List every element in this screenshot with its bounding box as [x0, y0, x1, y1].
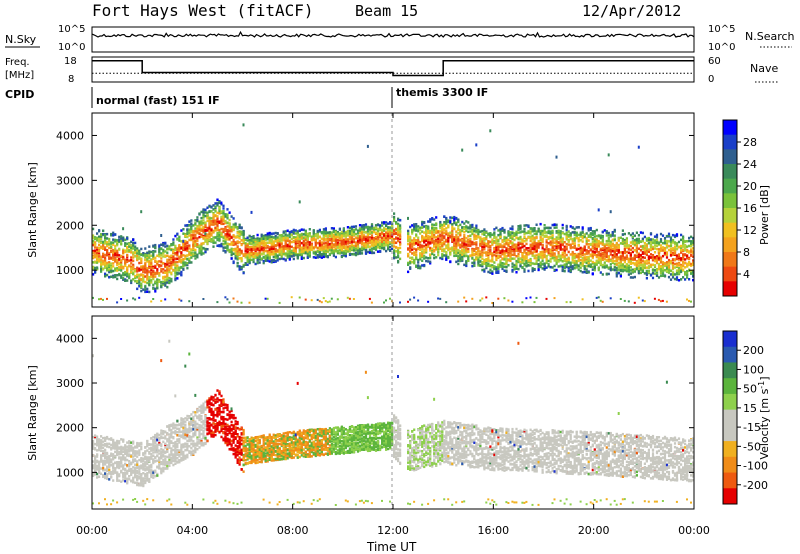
- y-tick-label: 2000: [56, 422, 84, 435]
- nave-tick-low: 0: [708, 74, 714, 85]
- velocity-y-axis-label: Slant Range [km]: [26, 365, 39, 461]
- x-tick-label: 16:00: [477, 524, 509, 537]
- velocity-y-ticks: 4000 3000 2000 1000: [56, 332, 694, 479]
- date-title: 12/Apr/2012: [582, 2, 681, 20]
- freq-trace: [92, 60, 694, 77]
- cpid-panel: CPID normal (fast) 151 IF themis 3300 IF: [5, 86, 488, 108]
- velocity-panel: 4000 3000 2000 1000 Slant Range [km]: [26, 315, 695, 510]
- y-tick-label: 4000: [56, 332, 84, 345]
- freq-tick-low: 8: [68, 74, 74, 85]
- cpid-mode-themis: themis 3300 IF: [396, 86, 488, 99]
- x-tick-label: 20:00: [578, 524, 610, 537]
- power-colorbar: 28 24 20 16 12 8 4 Power [dB]: [722, 119, 771, 297]
- nsearch-tick-high: 10^5: [708, 24, 735, 35]
- y-tick-label: 3000: [56, 377, 84, 390]
- colorbar-tick-label: 15: [743, 402, 757, 415]
- velocity-colorbar-title-end: ]: [758, 376, 771, 380]
- x-axis-label: Time UT: [366, 540, 417, 554]
- freq-unit: [MHz]: [5, 70, 34, 81]
- power-y-axis-label: Slant Range [km]: [26, 162, 39, 258]
- y-tick-label: 1000: [56, 466, 84, 479]
- power-colorbar-title: Power [dB]: [758, 185, 771, 245]
- colorbar-tick-label: 200: [743, 344, 764, 357]
- beam-title: Beam 15: [355, 2, 418, 20]
- freq-label: Freq.: [5, 57, 30, 68]
- colorbar-tick-label: 100: [743, 363, 764, 376]
- station-title: Fort Hays West (fitACF): [92, 1, 314, 20]
- x-axis-ticks: 00:00 04:00 08:00 12:00 16:00 20:00 00:00: [76, 113, 710, 537]
- y-tick-label: 2000: [56, 219, 84, 232]
- velocity-colorbar-title-main: Velocity [m s: [758, 388, 771, 459]
- nave-tick-high: 60: [708, 56, 721, 67]
- colorbar-tick-label: 8: [743, 246, 750, 259]
- colorbar-tick-label: -100: [743, 460, 768, 473]
- x-tick-label: 04:00: [176, 524, 208, 537]
- velocity-colorbar-title-sup: -1: [757, 381, 766, 389]
- power-scatter: [92, 123, 695, 304]
- nave-label: Nave: [750, 62, 778, 75]
- cpid-mode-normal: normal (fast) 151 IF: [96, 94, 220, 107]
- x-tick-label: 00:00: [678, 524, 710, 537]
- y-tick-label: 3000: [56, 174, 84, 187]
- colorbar-tick-label: -200: [743, 479, 768, 492]
- velocity-colorbar-title: Velocity [m s-1]: [757, 376, 771, 459]
- x-tick-label: 00:00: [76, 524, 108, 537]
- nsearch-tick-low: 10^0: [708, 42, 735, 53]
- freq-panel: Freq. [MHz] 18 8 60 0 Nave: [5, 56, 778, 85]
- velocity-scatter: [92, 339, 695, 506]
- y-tick-label: 1000: [56, 264, 84, 277]
- nsky-panel: N.Sky 10^5 10^0 10^5 10^0 N.Search: [5, 24, 795, 53]
- nsearch-label: N.Search: [745, 30, 795, 43]
- colorbar-tick-label: -50: [743, 440, 761, 453]
- cpid-label: CPID: [5, 88, 34, 101]
- colorbar-tick-label: -15: [743, 421, 761, 434]
- colorbar-tick-label: 28: [743, 136, 757, 149]
- colorbar-tick-label: 24: [743, 158, 757, 171]
- nsky-tick-high: 10^5: [58, 24, 85, 35]
- y-tick-label: 4000: [56, 129, 84, 142]
- colorbar-tick-label: 50: [743, 383, 757, 396]
- nsky-label: N.Sky: [5, 33, 37, 46]
- colorbar-tick-label: 4: [743, 268, 750, 281]
- freq-tick-high: 18: [64, 56, 77, 67]
- nsky-tick-low: 10^0: [58, 42, 85, 53]
- power-panel: 4000 3000 2000 1000 Slant Range [km]: [26, 112, 695, 308]
- colorbar-tick-label: 16: [743, 202, 757, 215]
- colorbar-tick-label: 12: [743, 224, 757, 237]
- power-y-ticks: 4000 3000 2000 1000: [56, 129, 694, 277]
- velocity-colorbar: 200 100 50 15 -15 -50 -100 -200 Velocity [m s-1…: [722, 330, 771, 505]
- colorbar-tick-label: 20: [743, 180, 757, 193]
- nsky-trace: [91, 30, 695, 38]
- x-tick-label: 12:00: [377, 524, 409, 537]
- x-tick-label: 08:00: [277, 524, 309, 537]
